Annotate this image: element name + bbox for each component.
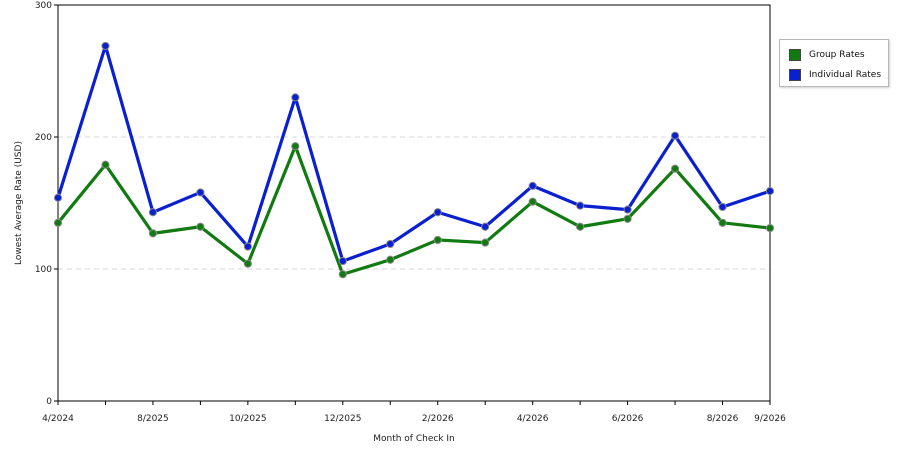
y-axis-title: Lowest Average Rate (USD) — [14, 141, 24, 265]
x-tick-label-10: 4/2026 — [517, 414, 549, 424]
x-tick-label-14: 8/2026 — [707, 414, 739, 424]
point-group-rates-10 — [528, 197, 537, 206]
x-tick-label-8: 2/2026 — [422, 414, 454, 424]
series — [53, 41, 775, 279]
point-individual-rates-0 — [53, 193, 63, 202]
individual-rates-swatch — [789, 69, 801, 81]
x-tick-label-6: 12/2025 — [324, 414, 361, 424]
point-individual-rates-6 — [338, 256, 347, 266]
point-group-rates-9 — [481, 238, 490, 247]
tick-labels: 0 100 200 300 4/2024 8/2025 10/2025 12/2025 2/20… — [35, 1, 786, 424]
y-tick-label-100: 100 — [35, 265, 52, 275]
legend-label-individual-rates: Individual Rates — [809, 70, 882, 80]
point-group-rates-6 — [338, 270, 347, 279]
group-rates-swatch — [789, 49, 801, 61]
legend-item-individual-rates: Individual Rates — [789, 68, 881, 82]
point-group-rates-14 — [718, 218, 727, 227]
plot-frame — [57, 4, 771, 402]
series-line-group-rates — [56, 144, 772, 276]
x-tick-label-15: 9/2026 — [754, 414, 786, 424]
grid — [58, 136, 770, 270]
point-group-rates-2 — [148, 229, 158, 238]
x-tick-label-12: 6/2026 — [612, 414, 644, 424]
y-tick-label-0: 0 — [46, 397, 52, 407]
point-individual-rates-7 — [386, 239, 395, 249]
point-group-rates-11 — [576, 222, 585, 231]
point-group-rates-3 — [196, 222, 205, 231]
point-individual-rates-9 — [481, 222, 490, 231]
point-individual-rates-10 — [528, 181, 537, 190]
legend: Group Rates Individual Rates — [779, 39, 889, 87]
point-group-rates-8 — [433, 235, 442, 245]
point-individual-rates-4 — [243, 242, 252, 251]
x-tick-label-0: 4/2024 — [42, 414, 74, 424]
point-group-rates-5 — [291, 142, 300, 151]
point-individual-rates-1 — [101, 41, 110, 51]
x-tick-label-2: 8/2025 — [137, 414, 169, 424]
x-tick-label-4: 10/2025 — [229, 414, 266, 424]
point-group-rates-12 — [623, 214, 632, 223]
point-individual-rates-15 — [765, 187, 775, 196]
point-group-rates-4 — [243, 259, 252, 268]
point-individual-rates-11 — [576, 201, 585, 210]
y-tick-label-200: 200 — [35, 133, 52, 143]
point-group-rates-0 — [53, 218, 63, 227]
point-individual-rates-2 — [148, 208, 158, 217]
point-individual-rates-8 — [433, 208, 442, 217]
point-individual-rates-13 — [670, 131, 680, 140]
point-group-rates-7 — [386, 255, 395, 264]
point-individual-rates-5 — [291, 93, 300, 102]
point-group-rates-15 — [765, 223, 775, 233]
point-group-rates-13 — [670, 164, 680, 173]
point-individual-rates-14 — [718, 202, 727, 212]
point-individual-rates-3 — [196, 188, 205, 197]
series-line-individual-rates — [56, 44, 772, 263]
y-tick-label-300: 300 — [35, 1, 52, 11]
x-axis-title: Month of Check In — [373, 434, 455, 444]
axes — [54, 4, 771, 405]
point-group-rates-1 — [101, 160, 110, 169]
legend-label-group-rates: Group Rates — [809, 50, 865, 60]
point-individual-rates-12 — [623, 205, 632, 214]
legend-item-group-rates: Group Rates — [789, 48, 865, 62]
